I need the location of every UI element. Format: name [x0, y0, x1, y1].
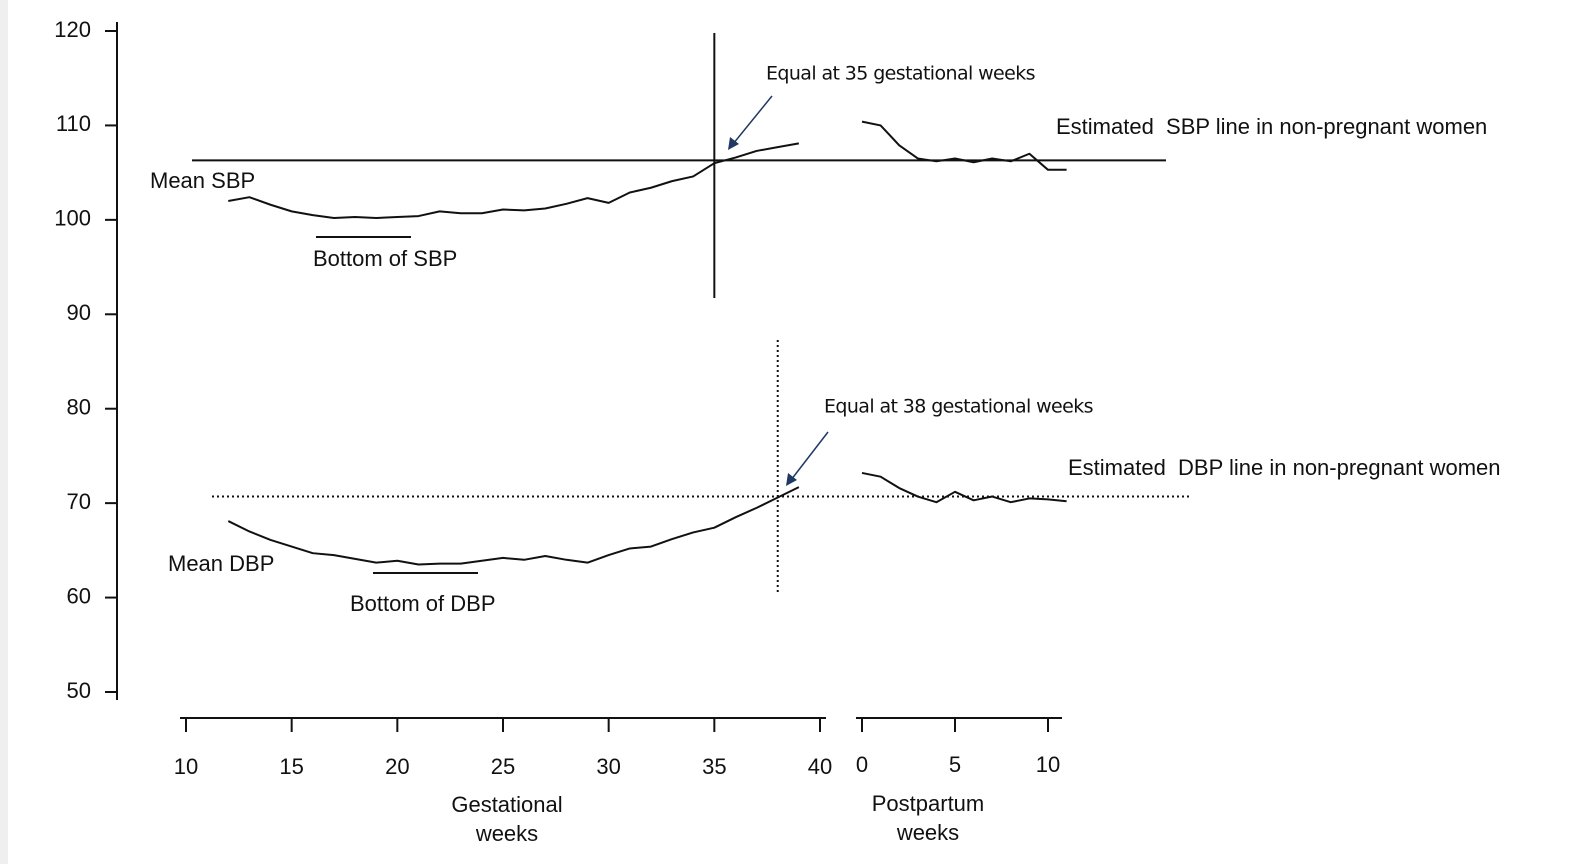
- y-tick-label: 100: [54, 206, 91, 231]
- arrow: [790, 431, 829, 481]
- bottom-label: Bottom of SBP: [313, 246, 457, 271]
- x-tick-label: 0: [856, 752, 868, 777]
- data-line: [227, 486, 800, 566]
- x-tick-label: 30: [596, 754, 620, 779]
- reference-label: Estimated DBP line in non-pregnant women: [1068, 455, 1501, 480]
- y-tick-label: 50: [67, 678, 91, 703]
- arrow-head: [786, 473, 797, 486]
- border-strip: [0, 0, 8, 864]
- bottom-label: Bottom of DBP: [350, 591, 496, 616]
- x-tick-label: 25: [491, 754, 515, 779]
- x-tick-label: 35: [702, 754, 726, 779]
- x-tick-label: 5: [949, 752, 961, 777]
- y-tick-label: 60: [67, 583, 91, 608]
- y-tick-label: 80: [67, 395, 91, 420]
- x-tick-label: 40: [808, 754, 832, 779]
- x-tick-label: 20: [385, 754, 409, 779]
- x-axis-label: Gestational weeks: [451, 792, 563, 846]
- reference-label: Estimated SBP line in non-pregnant women: [1056, 114, 1487, 139]
- crossing-annotation: Equal at 35 gestational weeks: [766, 63, 1035, 85]
- series-label: Mean SBP: [150, 168, 255, 193]
- data-line: [861, 471, 1067, 504]
- y-tick-label: 120: [54, 17, 91, 42]
- x-tick-label: 10: [174, 754, 198, 779]
- crossing-annotation: Equal at 38 gestational weeks: [824, 396, 1093, 418]
- y-tick-label: 90: [67, 300, 91, 325]
- x-axis-label: Postpartum weeks: [871, 791, 985, 845]
- arrow-head: [728, 137, 739, 150]
- series-label: Mean DBP: [168, 551, 274, 576]
- x-tick-label: 10: [1036, 752, 1060, 777]
- y-tick-label: 110: [56, 111, 91, 136]
- data-line: [861, 120, 1067, 171]
- data-line: [228, 142, 800, 219]
- y-tick-label: 70: [67, 489, 91, 514]
- x-tick-label: 15: [279, 754, 303, 779]
- arrow: [732, 95, 773, 145]
